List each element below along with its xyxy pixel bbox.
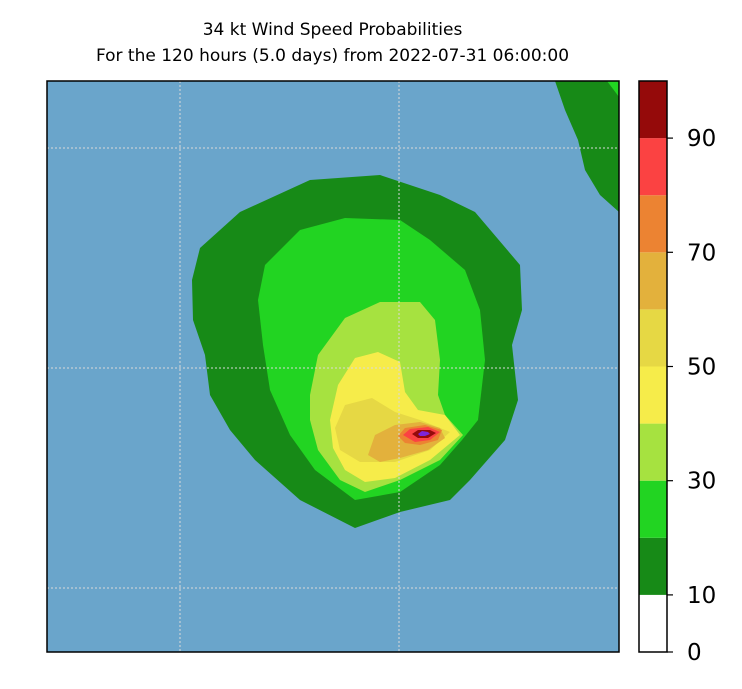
contour-edge-top-right [555, 81, 619, 212]
colorbar-segment-80-90 [639, 138, 667, 196]
colorbar-tick-label-50: 50 [687, 355, 716, 381]
colorbar-tick-label-70: 70 [687, 240, 716, 266]
plot-frame [46, 80, 620, 653]
chart-subtitle: For the 120 hours (5.0 days) from 2022-0… [95, 46, 570, 66]
colorbar-tick-label-90: 90 [687, 126, 716, 152]
contour-peak [418, 431, 430, 436]
colorbar [639, 81, 667, 652]
colorbar-segment-20-30 [639, 480, 667, 538]
colorbar-segment-10-20 [639, 537, 667, 595]
colorbar-ticks: 0 10 30 50 70 90 [667, 126, 716, 666]
colorbar-tick-label-10: 10 [687, 583, 716, 609]
colorbar-segment-0-10 [639, 594, 667, 652]
colorbar-segment-40-50 [639, 366, 667, 424]
colorbar-segment-90-100 [639, 81, 667, 139]
colorbar-segment-60-70 [639, 252, 667, 310]
colorbar-segment-30-40 [639, 423, 667, 481]
chart-title: 34 kt Wind Speed Probabilities [202, 20, 463, 40]
colorbar-tick-label-30: 30 [687, 469, 716, 495]
contour-layers [192, 81, 619, 528]
contour-edge-top-right-inner [607, 81, 619, 97]
gridlines [47, 81, 619, 652]
colorbar-segment-50-60 [639, 309, 667, 367]
colorbar-segment-70-80 [639, 195, 667, 253]
colorbar-tick-label-0: 0 [687, 640, 702, 666]
